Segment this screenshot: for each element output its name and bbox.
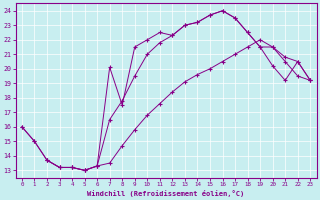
X-axis label: Windchill (Refroidissement éolien,°C): Windchill (Refroidissement éolien,°C) <box>87 190 245 197</box>
